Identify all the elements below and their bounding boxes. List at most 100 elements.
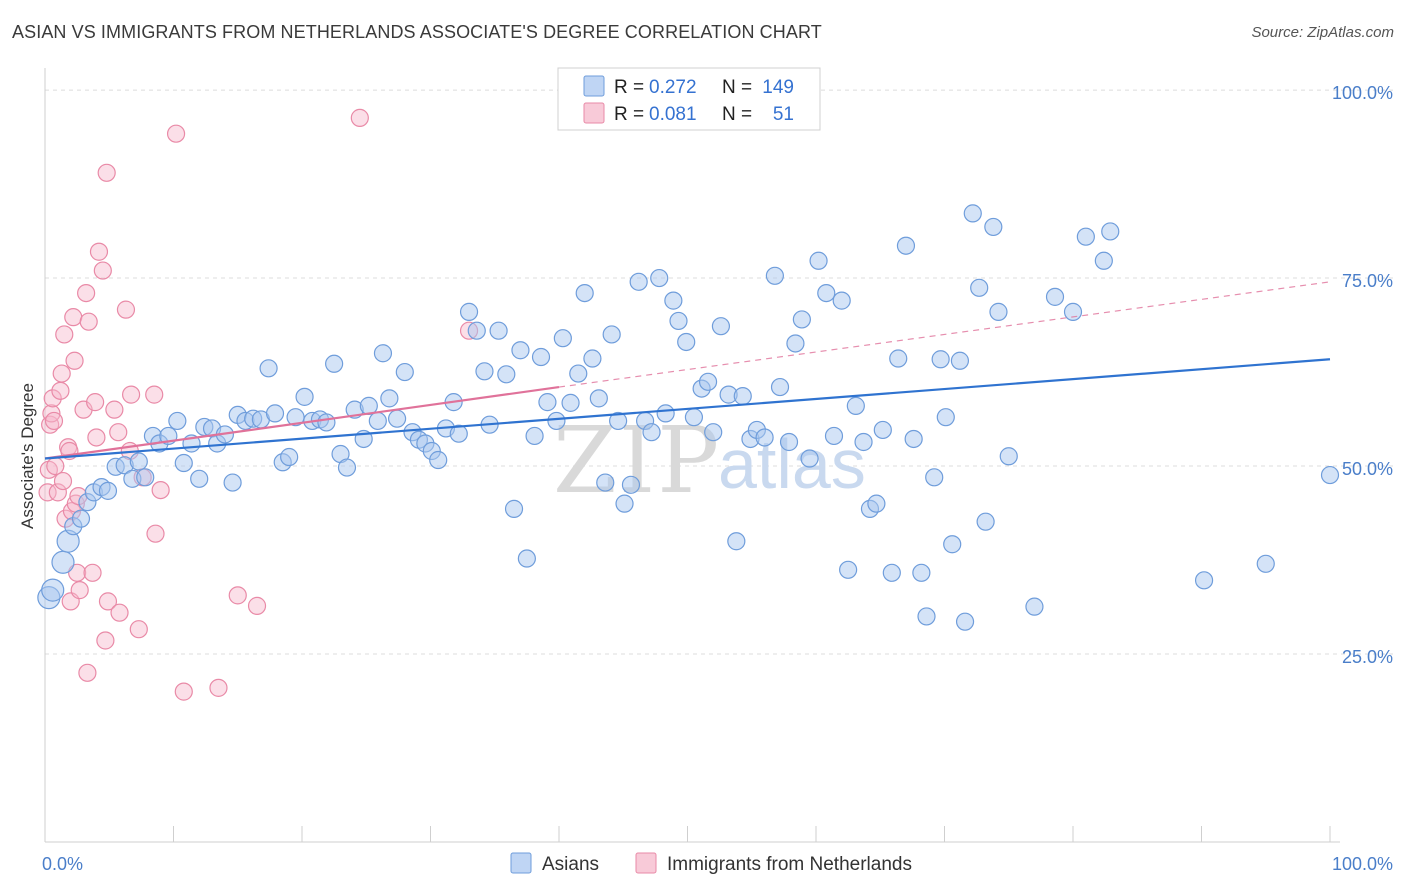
netherlands-point (129, 620, 148, 639)
asian-point (553, 329, 572, 348)
asian-point (71, 509, 91, 528)
netherlands-point (151, 481, 170, 500)
netherlands-point (48, 483, 67, 502)
legend-n-label: N = (722, 77, 752, 98)
bottom-legend-netherlands: Immigrants from Netherlands (667, 854, 912, 875)
asian-point (817, 283, 836, 303)
asian-point (733, 387, 752, 406)
asian-point (259, 359, 278, 378)
asian-point (596, 473, 615, 492)
asian-point (999, 447, 1018, 466)
asian-point (1194, 571, 1214, 590)
netherlands-trend-extension (558, 281, 1331, 388)
netherlands-point (146, 524, 165, 543)
y-tick-label: 25.0% (1342, 647, 1393, 667)
asian-point (1320, 465, 1340, 485)
asian-point (727, 532, 746, 551)
asian-point (711, 317, 731, 336)
asian-point (517, 549, 536, 568)
legend-r-value: 0.272 (649, 77, 697, 98)
asian-point (989, 302, 1008, 321)
netherlands-point (52, 364, 71, 383)
x-tick-labels: 0.0% 100.0% (42, 854, 1393, 874)
legend-n-value: 51 (773, 104, 794, 125)
asian-point (547, 411, 566, 431)
netherlands-point (209, 678, 228, 697)
netherlands-point (228, 586, 247, 605)
asian-point (1101, 222, 1120, 241)
asian-point (854, 432, 873, 452)
asian-point (497, 365, 516, 384)
netherlands-point (247, 596, 267, 615)
asian-point (824, 426, 844, 446)
asian-point (846, 396, 865, 415)
asian-point (786, 334, 805, 353)
netherlands-point (38, 483, 57, 502)
netherlands-point (110, 603, 129, 622)
source-label: Source: ZipAtlas.com (1251, 24, 1394, 41)
asian-point (677, 332, 696, 352)
netherlands-point (83, 563, 102, 582)
asian-point (770, 377, 790, 397)
watermark: ZIP atlas (553, 407, 866, 514)
asian-point (904, 429, 923, 449)
series-asians-points (37, 204, 1340, 631)
netherlands-point (87, 428, 106, 447)
netherlands-point (96, 631, 115, 650)
y-tick-label: 75.0% (1342, 271, 1393, 291)
asian-point (373, 344, 393, 363)
legend-swatch-netherlands (583, 102, 605, 124)
asian-point (669, 311, 688, 331)
asian-point (839, 560, 858, 579)
netherlands-point (78, 663, 97, 682)
legend-n-label: N = (722, 104, 752, 125)
netherlands-point (350, 108, 369, 127)
netherlands-point (51, 381, 70, 400)
asian-point (1025, 597, 1044, 616)
asian-point (873, 420, 892, 440)
netherlands-point (65, 351, 84, 370)
asian-point (809, 251, 828, 270)
netherlands-point (121, 385, 141, 404)
asian-point (925, 468, 944, 487)
asian-point (368, 411, 387, 431)
asian-point (912, 563, 931, 582)
asian-point (779, 432, 799, 452)
asian-point (190, 469, 209, 488)
netherlands-point (97, 163, 116, 182)
netherlands-point (105, 400, 124, 419)
asian-point (609, 411, 628, 431)
bottom-legend-swatch-asians (510, 852, 532, 874)
asian-point (792, 310, 811, 329)
asian-point (755, 428, 774, 447)
asian-point (1094, 251, 1113, 270)
asian-point (963, 204, 982, 223)
asians-trend-line (44, 358, 1331, 460)
asian-point (41, 578, 65, 602)
asian-point (602, 325, 621, 344)
asian-point (970, 278, 989, 297)
asian-point (387, 409, 407, 428)
legend-r-label: R = (614, 77, 644, 98)
bottom-legend-swatch-netherlands (635, 852, 657, 874)
asian-point (1063, 302, 1083, 321)
asian-point (489, 321, 508, 340)
asian-point (569, 364, 588, 383)
asian-point (950, 351, 970, 370)
netherlands-point (174, 682, 193, 701)
y-axis-label: Associate's Degree (18, 383, 37, 529)
legend-r-value: 0.081 (649, 104, 697, 125)
asian-point (51, 550, 75, 574)
asian-point (615, 494, 634, 513)
legend-swatch-asians (583, 75, 605, 97)
asian-point (621, 475, 641, 494)
netherlands-point (64, 308, 83, 327)
asian-point (449, 424, 468, 443)
y-tick-labels: 25.0% 50.0% 75.0% 100.0% (1332, 83, 1393, 667)
x-tick-label: 0.0% (42, 854, 83, 874)
legend-n-value: 149 (762, 77, 794, 98)
asian-point (642, 423, 661, 442)
series-netherlands-points (38, 108, 479, 701)
netherlands-point (44, 411, 64, 431)
